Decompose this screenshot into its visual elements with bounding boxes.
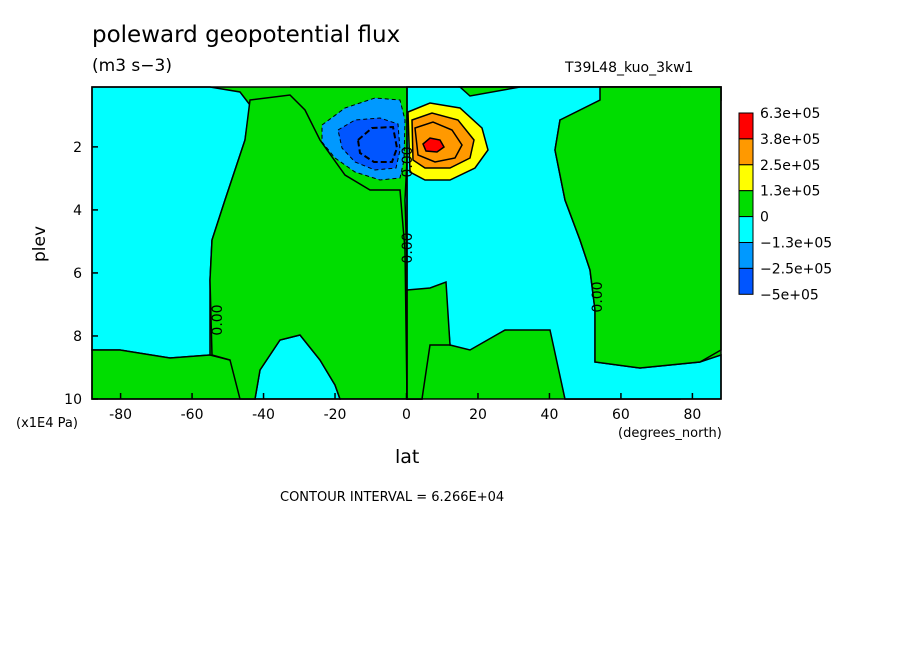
legend-label: 3.8e+05 [760,132,820,148]
y-tick-label: 6 [73,266,82,282]
legend-swatch [739,113,753,139]
legend-swatch [739,165,753,191]
legend-swatch [739,268,753,294]
legend-swatch [739,191,753,217]
x-tick-label: 80 [683,407,701,423]
legend-label: 2.5e+05 [760,158,820,174]
legend-label: 1.3e+05 [760,184,820,200]
contour-label-2: 0.00 [400,146,416,177]
x-tick-label: -80 [109,407,132,423]
x-tick-label: 20 [469,407,487,423]
y-tick-label: 2 [73,140,82,156]
x-tick-label: 40 [541,407,559,423]
legend-swatch [739,217,753,243]
legend-swatch [739,139,753,165]
legend-swatch [739,243,753,269]
y-tick-label: 8 [73,329,82,345]
legend-label: −5e+05 [760,287,819,303]
legend-label: 0 [760,210,769,226]
x-tick-label: -20 [324,407,347,423]
x-tick-label: 60 [612,407,630,423]
x-tick-label: 0 [402,407,411,423]
contour-label-1: 0.00 [400,232,416,263]
legend-label: 6.3e+05 [760,106,820,122]
legend-label: −2.5e+05 [760,261,832,277]
y-tick-label: 10 [64,392,82,408]
contour-label-0: 0.00 [210,304,226,335]
x-tick-label: -40 [252,407,275,423]
x-tick-label: -60 [181,407,204,423]
contour-label-3: 0.00 [590,281,606,312]
y-tick-label: 4 [73,203,82,219]
legend-label: −1.3e+05 [760,236,832,252]
